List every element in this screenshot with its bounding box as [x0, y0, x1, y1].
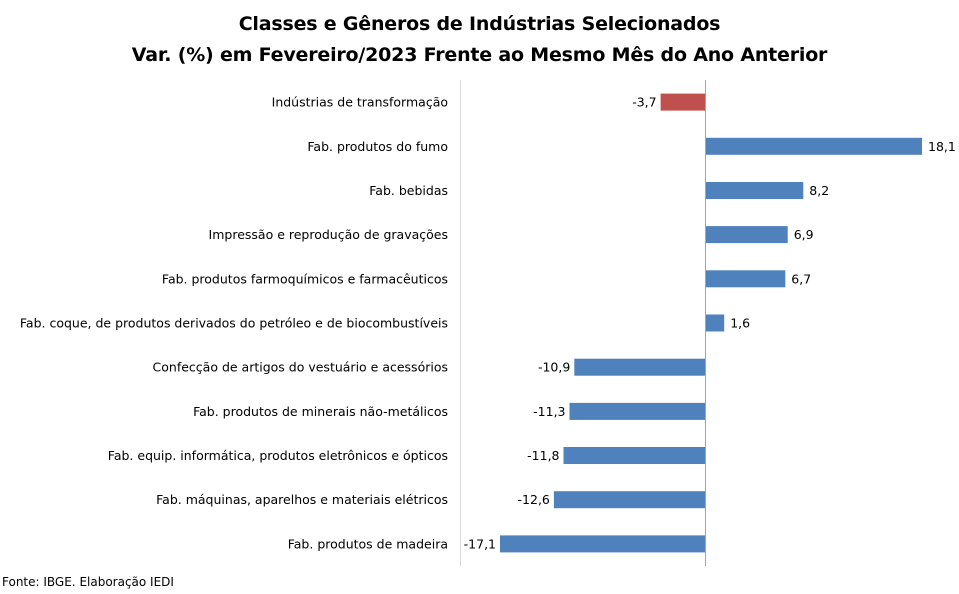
bar-6 — [574, 358, 705, 376]
bar-0 — [660, 93, 705, 111]
bar-3 — [705, 226, 788, 244]
bar-8 — [563, 447, 705, 464]
category-label-0: Indústrias de transformação — [272, 95, 448, 110]
bar-9 — [553, 491, 705, 509]
chart-title-line-2: Var. (%) em Fevereiro/2023 Frente ao Mes… — [131, 44, 828, 66]
category-labels-group: Indústrias de transformação Fab. produtos… — [20, 95, 448, 552]
bar-4 — [705, 270, 786, 288]
source-note: Fonte: IBGE. Elaboração IEDI — [2, 575, 174, 589]
bars-group — [500, 93, 922, 553]
value-label-1: 18,1 — [928, 139, 956, 154]
category-label-6: Confecção de artigos do vestuário e aces… — [153, 360, 448, 375]
category-label-7: Fab. produtos de minerais não-metálicos — [193, 404, 448, 419]
value-label-2: 8,2 — [809, 183, 829, 198]
category-label-8: Fab. equip. informática, produtos eletrô… — [108, 448, 448, 463]
value-label-0: -3,7 — [632, 95, 656, 110]
value-label-4: 6,7 — [791, 271, 811, 286]
category-label-2: Fab. bebidas — [369, 183, 448, 198]
bar-10 — [500, 535, 705, 553]
value-labels-group: -3,7 18,1 8,2 6,9 6,7 1,6 -10,9 -11,3 -11,8 -12,6… — [464, 95, 956, 552]
value-label-7: -11,3 — [533, 404, 565, 419]
category-label-3: Impressão e reprodução de gravações — [209, 227, 448, 242]
value-label-8: -11,8 — [527, 448, 559, 463]
value-label-3: 6,9 — [794, 227, 814, 242]
category-label-5: Fab. coque, de produtos derivados do pet… — [20, 316, 448, 331]
category-label-10: Fab. produtos de madeira — [288, 536, 448, 551]
value-label-5: 1,6 — [730, 316, 750, 331]
value-label-9: -12,6 — [518, 492, 550, 507]
chart-title-line-1: Classes e Gêneros de Indústrias Selecion… — [238, 13, 721, 35]
bar-5 — [705, 314, 725, 332]
category-label-9: Fab. máquinas, aparelhos e materiais elé… — [156, 492, 448, 507]
category-label-1: Fab. produtos do fumo — [307, 139, 448, 154]
value-label-6: -10,9 — [538, 360, 570, 375]
value-label-10: -17,1 — [464, 536, 496, 551]
category-label-4: Fab. produtos farmoquímicos e farmacêuti… — [162, 271, 448, 286]
bar-7 — [569, 402, 705, 420]
bar-1 — [705, 137, 922, 155]
bar-2 — [705, 182, 804, 199]
